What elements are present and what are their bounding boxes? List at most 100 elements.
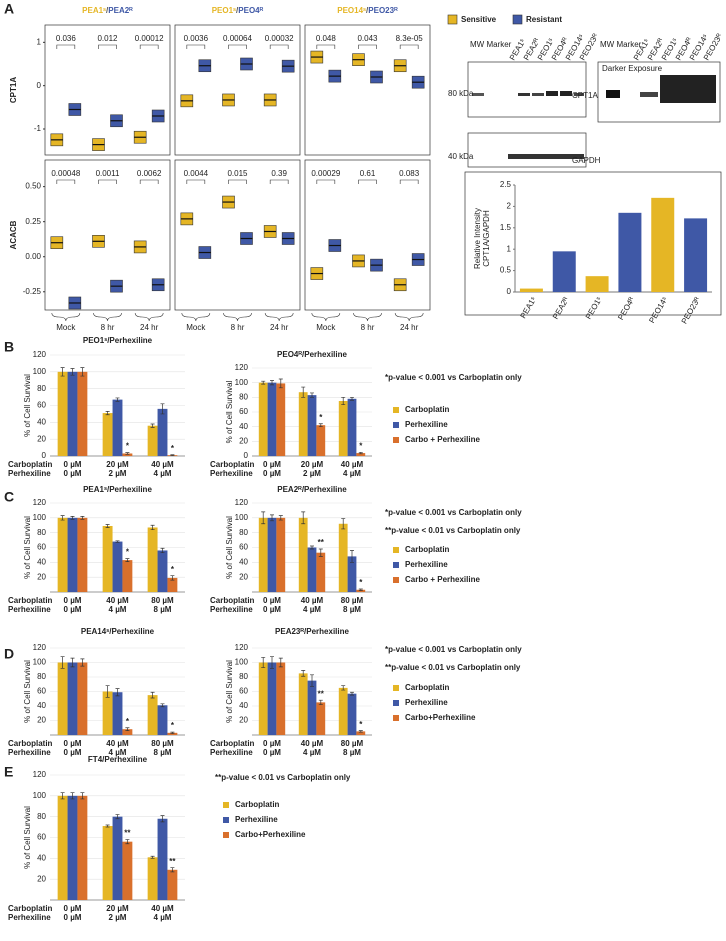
bar <box>307 680 317 735</box>
y-tick-label: 100 <box>235 658 249 667</box>
blot-band <box>472 93 484 96</box>
error-bar <box>115 688 120 697</box>
blot-band <box>640 92 658 97</box>
bar <box>122 560 133 592</box>
y-tick-label: 40 <box>239 701 248 710</box>
bar <box>102 826 113 900</box>
error-bar <box>350 691 354 696</box>
x-tick-label: 8 µM <box>154 605 172 614</box>
legend-label: Carbo + Perhexiline <box>405 575 480 584</box>
p-value: 0.00012 <box>135 34 164 43</box>
y-axis-label: % of Cell Survival <box>23 516 32 579</box>
brace <box>353 312 382 322</box>
x-tick-label: 80 µM <box>341 596 364 605</box>
p-value: 0.00048 <box>51 169 80 178</box>
bar <box>67 371 78 456</box>
error-bar <box>70 516 75 520</box>
bar <box>307 547 317 592</box>
legend-swatch <box>393 577 399 583</box>
y-tick-label: 20 <box>37 874 46 883</box>
y-axis-label: % of Cell Survival <box>225 380 234 443</box>
bar <box>552 251 576 292</box>
blot-band <box>560 91 572 96</box>
note: *p-value < 0.001 vs Carboplatin only <box>385 373 522 382</box>
p-value: 0.00032 <box>265 34 294 43</box>
blot-band <box>574 93 584 96</box>
x-tick-label: 0 µM <box>263 596 281 605</box>
y-tick-label: 100 <box>235 378 249 387</box>
bar <box>157 705 168 735</box>
bar <box>338 523 348 592</box>
blot-band <box>546 91 558 96</box>
blot-frame <box>467 61 587 118</box>
x-tick-label: 80 µM <box>151 596 174 605</box>
error-bar <box>270 380 274 386</box>
p-value: 0.0044 <box>184 169 209 178</box>
row-label: CPT1A <box>9 77 18 103</box>
note: **p-value < 0.01 vs Carboplatin only <box>215 773 351 782</box>
bar <box>307 395 317 456</box>
bar <box>147 695 158 735</box>
p-bracket <box>358 44 377 49</box>
error-bar <box>358 588 363 591</box>
y-tick-label: 40 <box>37 853 46 862</box>
error-bar <box>270 656 274 669</box>
p-value: 0.036 <box>56 34 77 43</box>
bar <box>157 408 168 456</box>
x-tick-label: 4 µM <box>303 605 321 614</box>
y-tick-label: 80 <box>37 384 46 393</box>
bar <box>347 398 357 456</box>
bar <box>267 382 277 456</box>
significance: * <box>319 413 323 422</box>
p-bracket <box>228 179 247 184</box>
note: **p-value < 0.01 vs Carboplatin only <box>385 663 521 672</box>
x-tick-label: PEO1ˢ <box>584 295 604 321</box>
error-bar <box>80 658 85 667</box>
y-tick-label: 60 <box>37 401 46 410</box>
error-bar <box>160 403 165 415</box>
error-bar <box>80 516 85 520</box>
bar <box>122 841 133 900</box>
x-tick-label: 24 hr <box>140 323 159 332</box>
y-axis-label: % of Cell Survival <box>23 806 32 869</box>
y-tick-label: 1 <box>37 37 42 46</box>
error-bar <box>70 368 75 376</box>
error-bar <box>358 730 363 733</box>
x-tick-label: 0 µM <box>64 596 82 605</box>
y-tick-label: 80 <box>239 392 248 401</box>
p-value: 0.012 <box>97 34 118 43</box>
bar <box>147 857 158 900</box>
x-tick-label: 0 µM <box>64 469 82 478</box>
bar <box>122 729 133 735</box>
error-bar <box>301 670 306 677</box>
legend-label: Perhexiline <box>235 815 278 824</box>
error-bar <box>160 703 165 708</box>
legend-swatch <box>393 407 399 413</box>
error-bar <box>301 511 306 525</box>
significance: ** <box>318 538 325 547</box>
significance: * <box>359 441 363 450</box>
p-value: 8.3e-05 <box>396 34 424 43</box>
p-bracket <box>186 44 206 49</box>
x-tick-label: 40 µM <box>301 739 324 748</box>
error-bar <box>80 367 85 377</box>
bar <box>347 693 357 735</box>
p-bracket <box>139 179 159 184</box>
error-bar <box>160 815 165 823</box>
legend-label: Carbo+Perhexiline <box>235 830 306 839</box>
x-tick-label: 8 hr <box>361 323 375 332</box>
bar <box>338 401 348 456</box>
error-bar <box>350 396 354 401</box>
bar <box>276 662 286 735</box>
x-tick-label: 8 µM <box>343 748 361 757</box>
error-bar <box>105 524 110 528</box>
note: **p-value < 0.01 vs Carboplatin only <box>385 526 521 535</box>
bar <box>519 288 543 292</box>
panel-label: E <box>4 764 13 780</box>
x-row-label: Perhexiline <box>8 605 51 614</box>
blot-band <box>660 75 716 103</box>
y-tick-label: 40 <box>37 557 46 566</box>
bar <box>102 525 113 592</box>
chart-title: PEA23ᴿ/Perhexiline <box>275 627 349 636</box>
y-tick-label: 80 <box>239 528 248 537</box>
